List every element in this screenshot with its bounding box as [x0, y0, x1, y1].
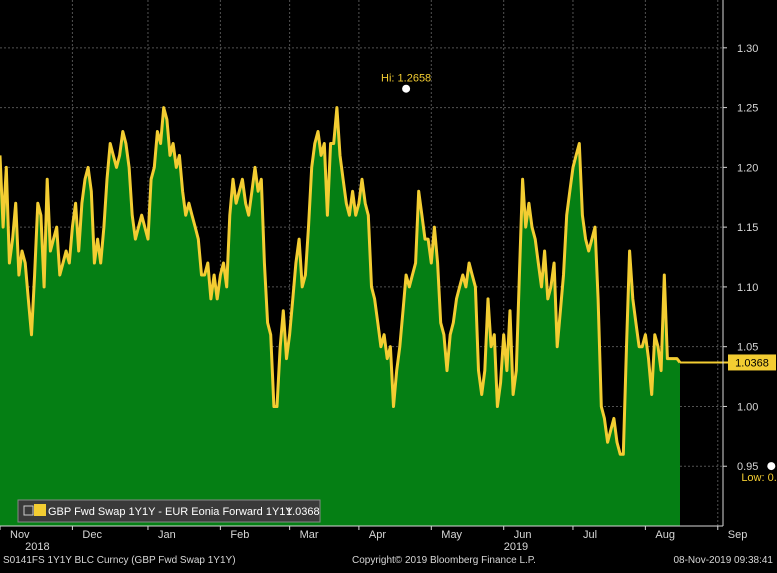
x-tick-label: Apr: [369, 529, 386, 541]
x-tick-label: Sep: [728, 529, 748, 541]
y-tick-label: 1.20: [737, 162, 758, 174]
area-layer: [0, 107, 680, 526]
y-tick-label: 1.25: [737, 103, 758, 115]
legend-checkbox-icon[interactable]: [23, 505, 34, 516]
x-tick-label: Jul: [583, 529, 597, 541]
y-tick-label: 1.00: [737, 401, 758, 413]
x-tick-label: Nov: [10, 529, 30, 541]
annotation-label: Low: 0.9501: [741, 472, 777, 484]
y-tick-label: 1.10: [737, 282, 758, 294]
legend-last-value: 1.0368: [286, 506, 320, 518]
y-tick-label: 1.05: [737, 342, 758, 354]
annotation-label: Hi: 1.2658: [381, 73, 431, 85]
y-tick-label: 1.15: [737, 222, 758, 234]
timestamp-text: 08-Nov-2019 09:38:41: [673, 555, 773, 566]
footer: S0141FS 1Y1Y BLC Curncy (GBP Fwd Swap 1Y…: [3, 555, 773, 566]
annotation-marker: [402, 84, 411, 93]
x-tick-label: Feb: [230, 529, 249, 541]
last-value-tag: [728, 354, 776, 371]
x-tick-label: Dec: [82, 529, 102, 541]
series-line: [0, 106, 682, 456]
y-tick-label: 0.95: [737, 461, 758, 473]
area-fill: [0, 107, 680, 526]
x-tick-label: Aug: [655, 529, 675, 541]
legend-box: [17, 499, 321, 523]
ticker-text: S0141FS 1Y1Y BLC Curncy (GBP Fwd Swap 1Y…: [3, 555, 236, 566]
year-label: 2019: [504, 541, 528, 553]
y-tick-label: 1.30: [737, 43, 758, 55]
x-tick-label: Mar: [300, 529, 319, 541]
x-tick-label: Jun: [514, 529, 532, 541]
x-tick-label: Jan: [158, 529, 176, 541]
legend: GBP Fwd Swap 1Y1Y - EUR Eonia Forward 1Y…: [17, 499, 321, 523]
marks-layer: 1.0368 Hi: 1.2658 Low: 0.9501: [0, 73, 777, 484]
x-tick-label: May: [441, 529, 462, 541]
year-label: 2018: [25, 541, 49, 553]
copyright-text: Copyright© 2019 Bloomberg Finance L.P.: [352, 555, 536, 566]
legend-swatch: [34, 504, 46, 516]
axis-layer: 0.95 1.00 1.05 1.10 1.15 1.20 1.25 1.30 Nov Dec Ja…: [0, 0, 758, 553]
legend-series-name: GBP Fwd Swap 1Y1Y - EUR Eonia Forward 1Y…: [48, 506, 293, 518]
last-value-label: 1.0368: [735, 357, 769, 369]
annotation-marker: [767, 462, 776, 471]
